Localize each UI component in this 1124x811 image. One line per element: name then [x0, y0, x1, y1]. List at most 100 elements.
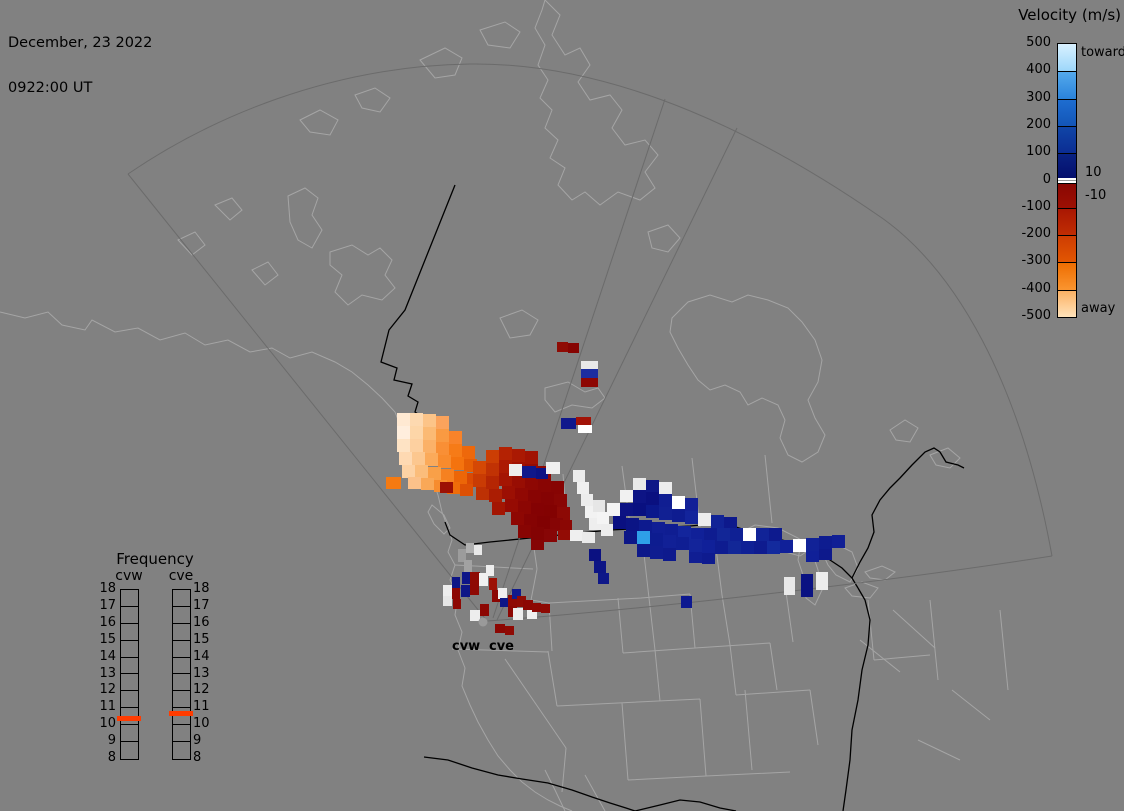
velocity-cell: [486, 476, 499, 489]
velocity-cell: [633, 503, 646, 516]
radar-site-label-cve: cve: [489, 639, 514, 654]
radar-location-dot: [478, 617, 488, 627]
velocity-cell: [518, 501, 531, 514]
velocity-cell: [702, 553, 715, 564]
velocity-cell: [443, 596, 452, 606]
frequency-tick-label-right: 12: [193, 682, 210, 698]
velocity-cell: [408, 477, 421, 489]
velocity-cell: [806, 551, 819, 562]
velocity-cell: [511, 512, 524, 525]
velocity-cell: [531, 540, 544, 550]
velocity-cell: [399, 452, 412, 465]
velocity-tick-label: 300: [1026, 89, 1051, 105]
velocity-cell: [523, 600, 533, 610]
velocity-cell: [637, 531, 650, 544]
velocity-cell: [436, 442, 449, 455]
velocity-cell: [756, 528, 769, 541]
velocity-cell: [499, 473, 512, 486]
velocity-cell: [570, 530, 583, 541]
frequency-bar-segment: [173, 590, 190, 607]
velocity-cell: [397, 413, 410, 426]
frequency-bar-segment: [121, 624, 138, 641]
velocity-cell: [819, 536, 832, 549]
velocity-cell: [691, 528, 704, 541]
velocity-colorbar-segment: [1058, 207, 1076, 236]
frequency-bar-segment: [121, 590, 138, 607]
velocity-cell: [698, 513, 711, 526]
velocity-cell: [767, 541, 780, 554]
coastlines: [0, 0, 961, 811]
frequency-bar-cve: [172, 589, 191, 760]
velocity-cell: [581, 378, 598, 387]
frequency-tick-label-left: 13: [99, 665, 116, 681]
velocity-cell: [597, 512, 609, 524]
velocity-cell: [423, 414, 436, 427]
velocity-cell: [474, 545, 482, 555]
zero-line: [1058, 180, 1076, 182]
velocity-cell: [386, 477, 401, 489]
velocity-cell: [659, 482, 672, 494]
velocity-cell: [715, 541, 728, 554]
velocity-cell: [449, 431, 462, 444]
frequency-bar-segment: [173, 641, 190, 658]
velocity-cell: [443, 585, 452, 596]
velocity-tick-label: 0: [1042, 171, 1051, 187]
velocity-cell: [480, 604, 489, 616]
velocity-cell: [438, 455, 451, 468]
frequency-marker-cve: [169, 710, 193, 716]
radar-site: cvw cve: [452, 617, 514, 654]
toward-label: toward: [1081, 45, 1124, 60]
frequency-tick-label-left: 14: [99, 648, 116, 664]
velocity-cell: [436, 416, 449, 429]
frequency-tick-label-left: 15: [99, 631, 116, 647]
velocity-cell: [581, 494, 593, 506]
velocity-cell: [633, 478, 646, 490]
timestamp: December, 23 2022 0922:00 UT: [8, 6, 152, 126]
velocity-cell: [626, 518, 639, 531]
velocity-colorbar-segment: [1058, 289, 1076, 317]
velocity-cell: [620, 503, 633, 516]
velocity-cell: [577, 482, 589, 494]
velocity-cell: [512, 589, 521, 599]
velocity-cell: [557, 342, 568, 352]
frequency-bar-segment: [121, 641, 138, 658]
frequency-tick-label-left: 11: [99, 699, 116, 715]
velocity-cell: [819, 549, 832, 560]
velocity-cell: [659, 494, 672, 507]
velocity-cell: [544, 505, 557, 518]
velocity-cell: [466, 543, 474, 553]
velocity-cell: [598, 573, 609, 584]
frequency-tick-label-right: 9: [193, 733, 202, 749]
velocity-colorbar-segment: [1058, 98, 1076, 126]
velocity-colorbar-segment: [1058, 235, 1076, 263]
velocity-cell: [550, 518, 563, 531]
velocity-cell: [473, 474, 486, 487]
velocity-cell: [704, 528, 717, 541]
velocity-cell: [509, 464, 522, 476]
velocity-colorbar-segment: [1058, 183, 1076, 208]
velocity-colorbar-segment: [1058, 125, 1076, 154]
frequency-bar-segment: [173, 725, 190, 743]
frequency-tick-label-left: 8: [107, 750, 116, 765]
frequency-bar-segment: [173, 691, 190, 709]
velocity-cell: [499, 460, 512, 473]
velocity-cell: [637, 544, 650, 557]
velocity-cell: [508, 595, 517, 606]
velocity-tick-label: -400: [1021, 280, 1051, 296]
velocity-cell: [517, 596, 526, 607]
frequency-tick-label-left: 10: [99, 716, 116, 732]
velocity-cell: [544, 529, 557, 542]
velocity-tick-label: -200: [1021, 226, 1051, 242]
frequency-tick-label-left: 12: [99, 682, 116, 698]
velocity-cell: [515, 488, 528, 501]
velocity-legend-title: Velocity (m/s): [1018, 6, 1121, 24]
velocity-cell: [498, 588, 507, 599]
velocity-cell: [524, 514, 537, 527]
frequency-bar-segment: [173, 624, 190, 641]
velocity-cell: [613, 516, 626, 529]
frequency-tick-label-right: 8: [193, 750, 202, 765]
velocity-cell: [423, 427, 436, 440]
velocity-cell: [397, 439, 410, 452]
velocity-cell: [505, 499, 518, 512]
